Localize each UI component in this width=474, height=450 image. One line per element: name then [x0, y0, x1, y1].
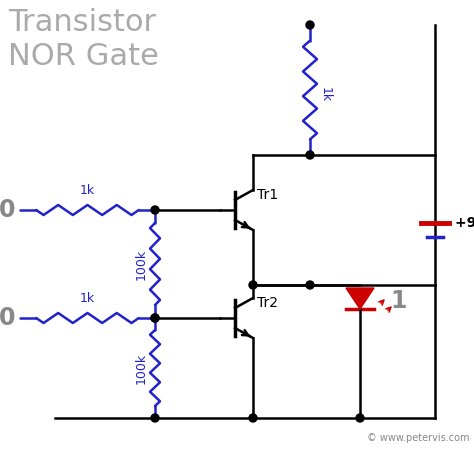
Polygon shape — [346, 288, 374, 309]
Circle shape — [306, 21, 314, 29]
Text: 1k: 1k — [319, 87, 332, 103]
Text: © www.petervis.com: © www.petervis.com — [367, 433, 470, 443]
Text: 1: 1 — [390, 288, 406, 313]
Text: 100k: 100k — [135, 248, 148, 279]
Text: 1k: 1k — [80, 184, 95, 197]
Text: 0: 0 — [0, 198, 15, 222]
Circle shape — [151, 206, 159, 214]
Text: 100k: 100k — [135, 352, 148, 383]
Text: Transistor
NOR Gate: Transistor NOR Gate — [8, 8, 159, 71]
Text: 1k: 1k — [80, 292, 95, 305]
Circle shape — [151, 314, 159, 322]
Circle shape — [306, 281, 314, 289]
Text: Tr1: Tr1 — [257, 188, 278, 202]
Circle shape — [356, 414, 364, 422]
Circle shape — [151, 314, 159, 322]
Circle shape — [306, 151, 314, 159]
Text: +9 V: +9 V — [455, 216, 474, 230]
Text: 0: 0 — [0, 306, 15, 330]
Circle shape — [151, 414, 159, 422]
Circle shape — [249, 281, 257, 289]
Circle shape — [249, 414, 257, 422]
Text: Tr2: Tr2 — [257, 296, 278, 310]
